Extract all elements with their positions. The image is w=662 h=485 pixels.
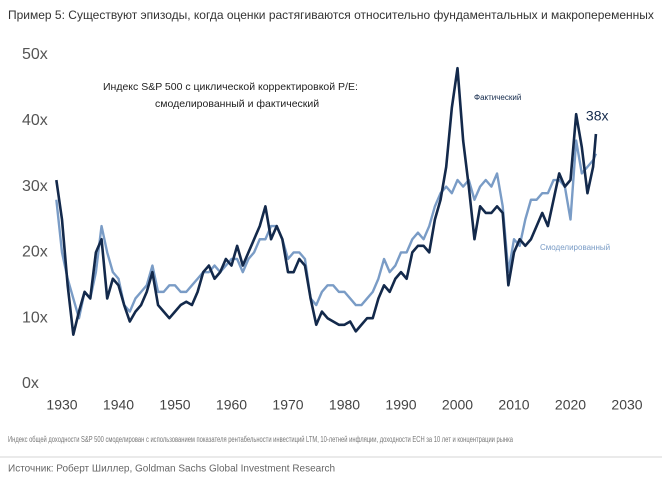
y-tick-label: 20x bbox=[22, 244, 48, 261]
source: Источник: Роберт Шиллер, Goldman Sachs G… bbox=[8, 463, 335, 475]
x-tick-label: 1970 bbox=[272, 397, 303, 413]
series-label: Смоделированный bbox=[540, 243, 610, 252]
series-label: Фактический bbox=[474, 93, 521, 102]
x-tick-label: 1960 bbox=[216, 397, 247, 413]
annotation: смоделированный и фактический bbox=[155, 98, 319, 110]
y-tick-label: 10x bbox=[22, 309, 48, 326]
annotation-box bbox=[98, 78, 360, 114]
x-tick-label: 1990 bbox=[385, 397, 416, 413]
x-tick-label: 1980 bbox=[329, 397, 360, 413]
x-tick-label: 1930 bbox=[46, 397, 77, 413]
x-tick-label: 2030 bbox=[611, 397, 642, 413]
x-tick-label: 2020 bbox=[555, 397, 586, 413]
y-tick-label: 30x bbox=[22, 178, 48, 195]
plot-area: 0x 10x 20x 30x 40x 50x 1930 1940 1950 1960 1970 198… bbox=[22, 46, 643, 412]
x-tick-label: 1950 bbox=[159, 397, 190, 413]
chart-title: Пример 5: Существуют эпизоды, когда оцен… bbox=[8, 8, 654, 22]
annotation: Индекс S&P 500 с циклической корректиров… bbox=[103, 81, 358, 93]
data-label: 38x bbox=[586, 108, 609, 124]
x-tick-label: 1940 bbox=[103, 397, 134, 413]
x-tick-label: 2000 bbox=[442, 397, 473, 413]
y-tick-label: 50x bbox=[22, 46, 48, 63]
footnote: Индекс общей доходности S&P 500 смоделир… bbox=[8, 435, 513, 444]
y-tick-label: 0x bbox=[22, 375, 39, 392]
x-tick-label: 2010 bbox=[498, 397, 529, 413]
y-tick-label: 40x bbox=[22, 112, 48, 129]
series-line bbox=[55, 66, 598, 336]
series-line bbox=[55, 139, 598, 320]
